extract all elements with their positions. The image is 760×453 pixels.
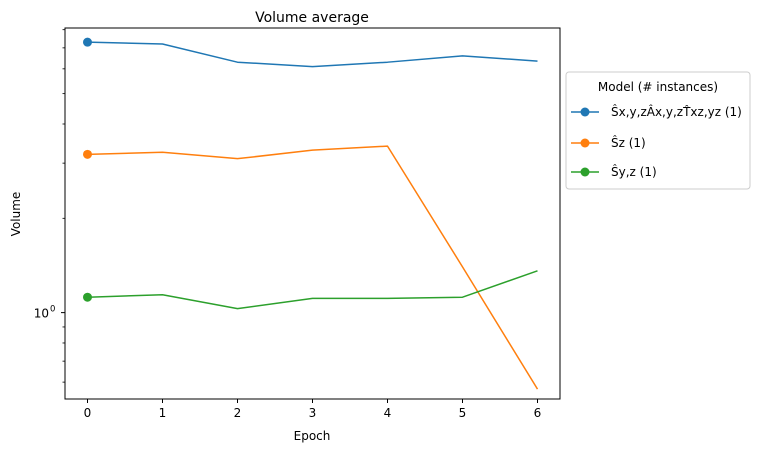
legend-marker-series-0	[580, 107, 590, 117]
y-tick-label: 10	[34, 307, 49, 321]
chart-title: Volume average	[255, 10, 369, 26]
legend-entry-series-0: Ŝx,y,zÂx,y,zT̂xz,yz (1)	[571, 104, 742, 119]
legend-entry-series-1: Ŝz (1)	[571, 135, 646, 150]
legend-label-series-2: Ŝy,z (1)	[611, 164, 657, 179]
legend-title: Model (# instances)	[598, 80, 718, 94]
series-line-0	[87, 41, 538, 68]
legend-label-series-0: Ŝx,y,zÂx,y,zT̂xz,yz (1)	[611, 104, 742, 119]
legend-entry-series-2: Ŝy,z (1)	[571, 164, 657, 179]
series-line-2	[87, 270, 538, 310]
y-axis: 10 0	[34, 29, 65, 383]
data-point-series-0-0	[83, 37, 92, 47]
legend-marker-series-1	[580, 138, 590, 148]
x-axis: 0 1 2 3 4 5 6	[84, 399, 542, 420]
x-tick-label: 4	[384, 406, 392, 420]
plot-lines	[83, 37, 539, 390]
series-line-1	[87, 145, 539, 390]
x-tick-label: 6	[534, 406, 542, 420]
y-tick-label-exponent: 0	[50, 305, 55, 315]
x-tick-label: 1	[159, 406, 167, 420]
y-axis-label: Volume	[9, 192, 23, 237]
data-point-series-2-0	[83, 292, 92, 302]
x-tick-label: 3	[309, 406, 317, 420]
legend-label-series-1: Ŝz (1)	[611, 135, 646, 150]
legend-box	[565, 71, 751, 190]
legend-marker-series-2	[580, 167, 590, 177]
legend: Model (# instances) Ŝx,y,zÂx,y,zT̂xz,yz …	[565, 71, 751, 190]
x-tick-label: 5	[459, 406, 467, 420]
data-point-series-1-0	[83, 149, 92, 159]
x-tick-label: 0	[84, 406, 92, 420]
x-axis-label: Epoch	[294, 429, 331, 443]
x-tick-label: 2	[234, 406, 242, 420]
